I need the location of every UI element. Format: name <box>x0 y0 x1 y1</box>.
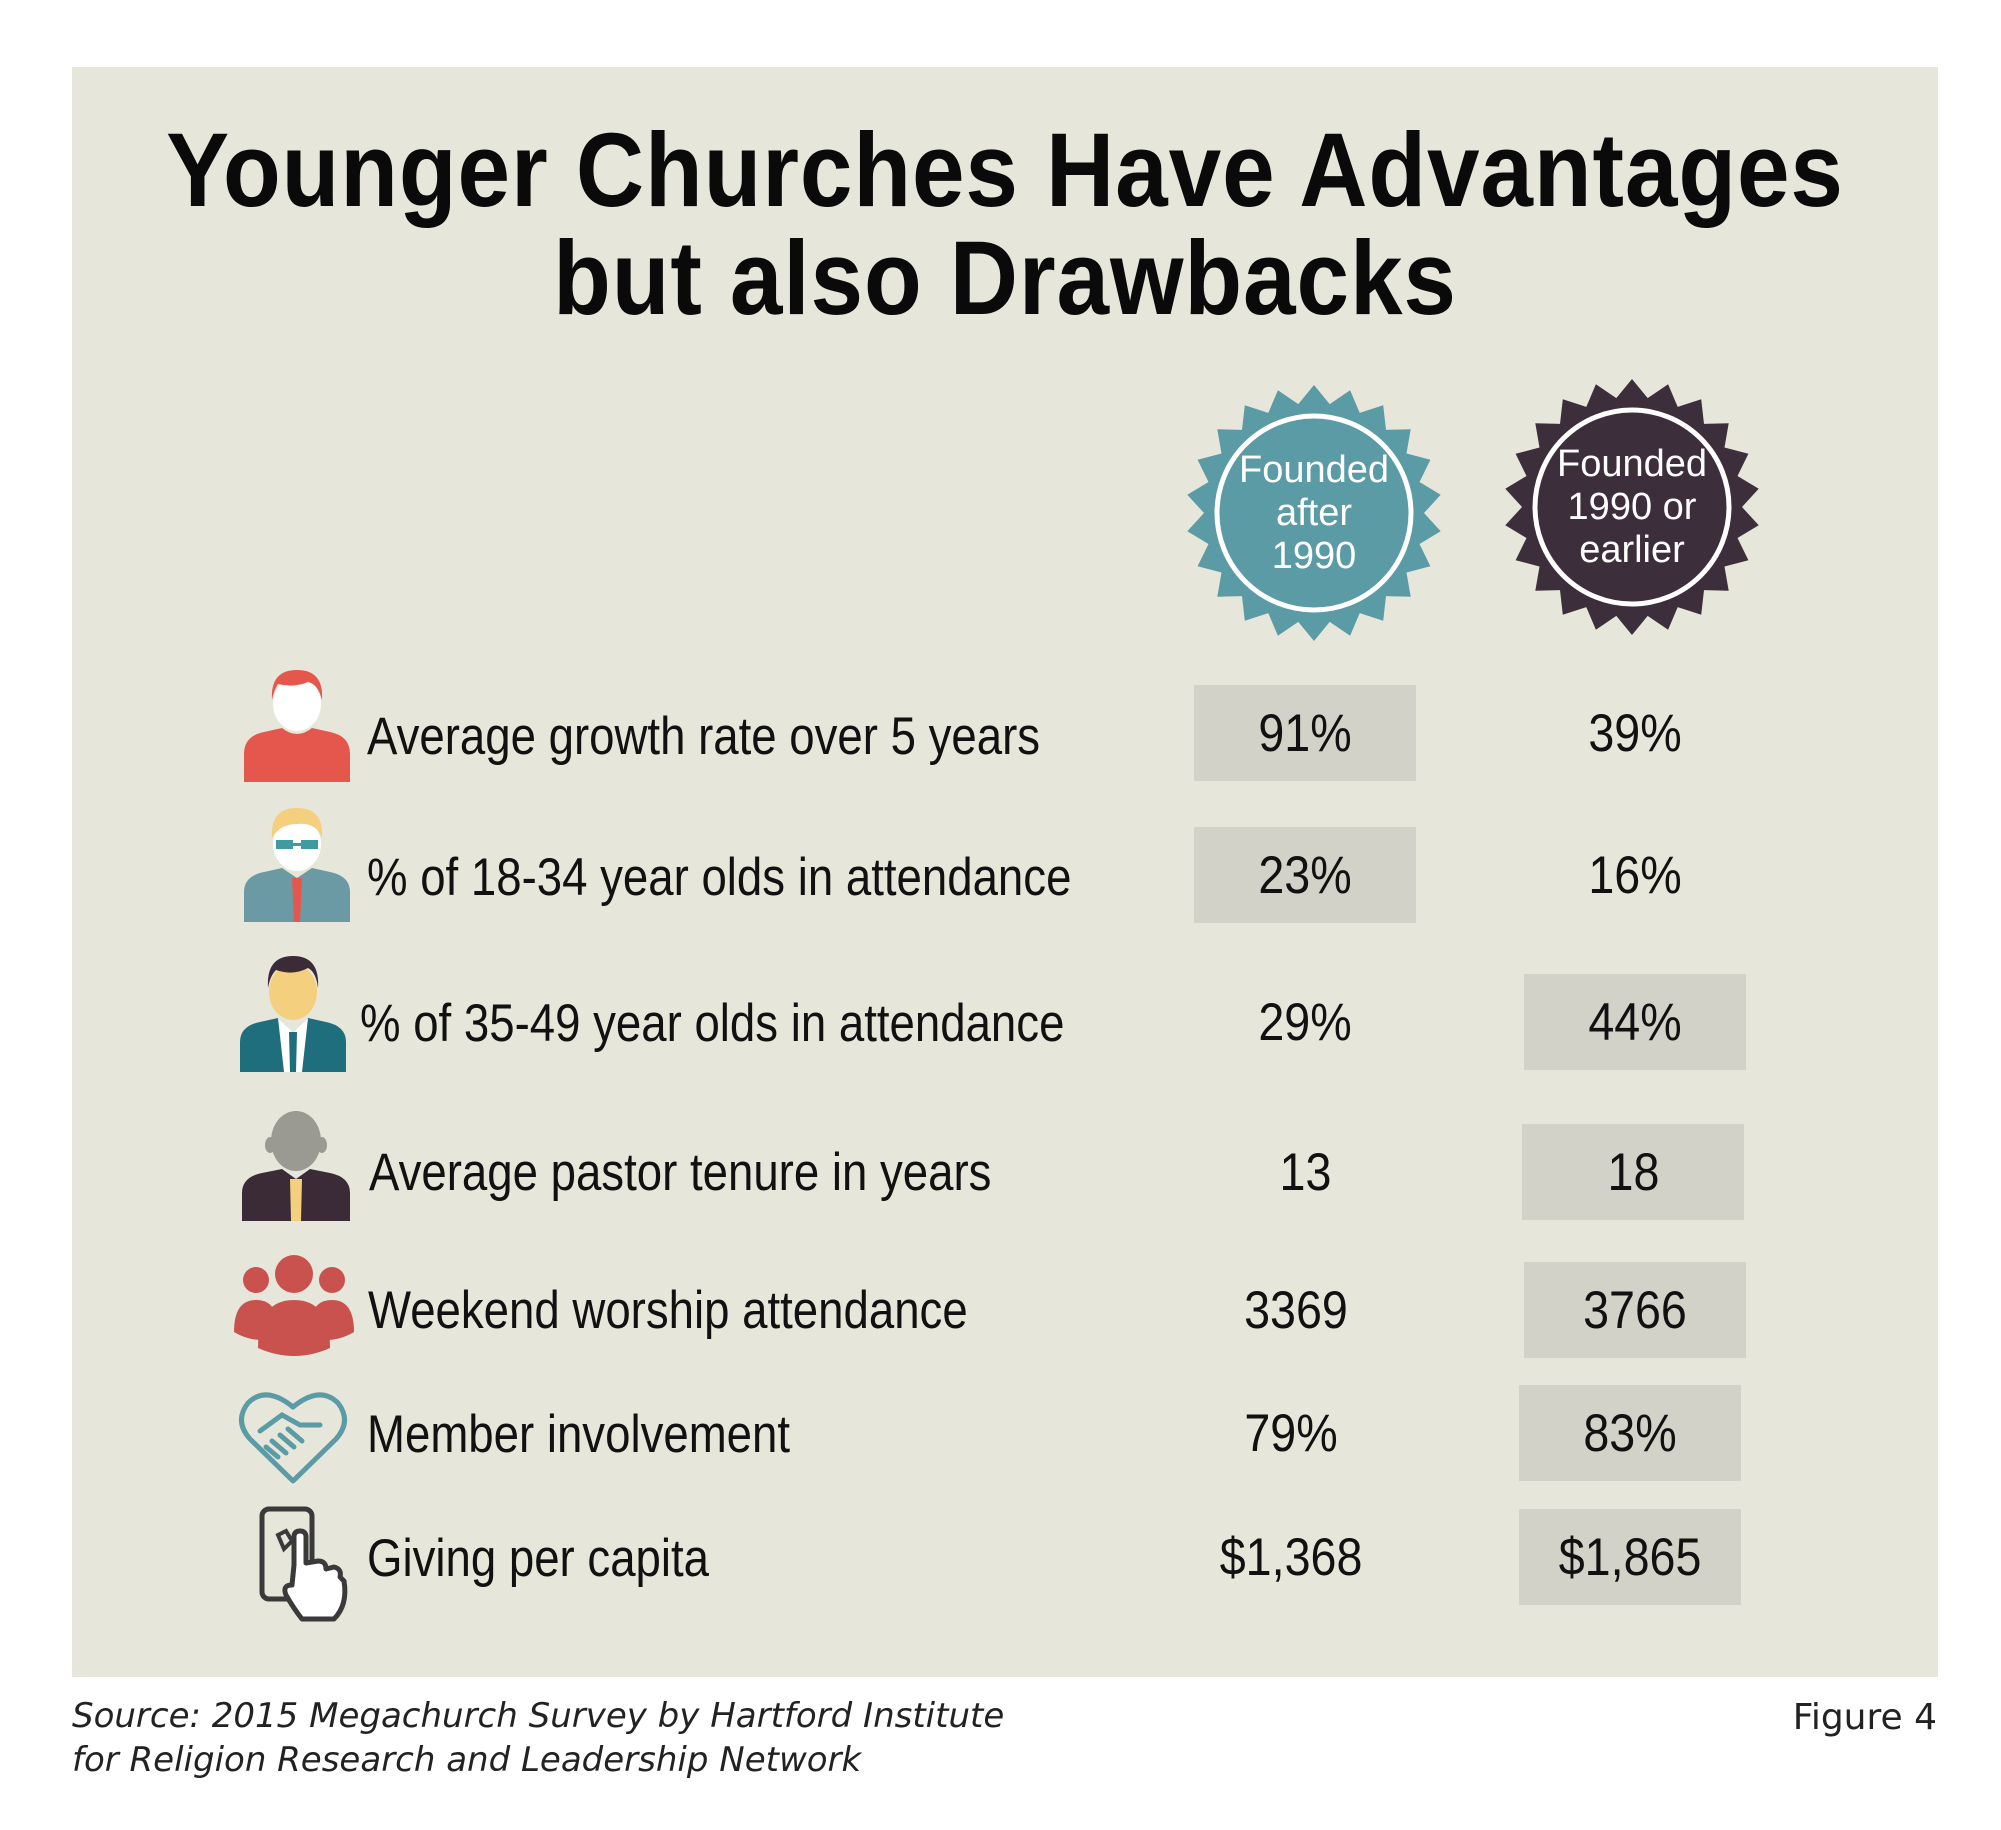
badge-line: 1990 <box>1271 534 1357 577</box>
badge-line: Founded <box>1238 448 1389 491</box>
value-1990-or-earlier: 3766 <box>1524 1262 1746 1358</box>
row-label: Giving per capita <box>367 1529 710 1588</box>
title-line-2: but also Drawbacks <box>553 220 1457 337</box>
heart-handshake-icon <box>239 1392 347 1484</box>
group-icon <box>234 1255 354 1356</box>
value-after-1990: 13 <box>1279 1142 1331 1202</box>
infographic-panel: Younger Churches Have Advantages but als… <box>72 67 1938 1677</box>
source-line-1: Source: 2015 Megachurch Survey by Hartfo… <box>72 1696 1005 1736</box>
teal-seal-icon <box>1187 385 1441 641</box>
value-1990-or-earlier: 18 <box>1522 1124 1744 1220</box>
value-after-1990: 79% <box>1244 1403 1338 1463</box>
value-after-1990: 23% <box>1194 827 1416 923</box>
red-person-icon <box>244 670 350 782</box>
row-label: Average growth rate over 5 years <box>367 707 1041 766</box>
source-note: Source: 2015 Megachurch Survey by Hartfo… <box>72 1694 1004 1782</box>
value-1990-or-earlier: $1,865 <box>1519 1509 1741 1605</box>
value-after-1990: $1,368 <box>1219 1527 1363 1587</box>
value-after-1990: 91% <box>1194 685 1416 781</box>
value-1990-or-earlier: 83% <box>1519 1385 1741 1481</box>
row-label: Average pastor tenure in years <box>369 1143 992 1202</box>
row-label: Weekend worship attendance <box>368 1281 968 1340</box>
phone-tap-icon <box>259 1506 348 1622</box>
source-line-2: for Religion Research and Leadership Net… <box>72 1740 862 1780</box>
pastor-icon <box>242 1111 350 1221</box>
title-line-1: Younger Churches Have Advantages <box>166 112 1844 229</box>
badge-line: 1990 or <box>1567 485 1697 528</box>
dark-seal-icon <box>1505 379 1759 635</box>
value-1990-or-earlier: 44% <box>1524 974 1746 1070</box>
badge-line: Founded <box>1556 442 1707 485</box>
row-label: % of 18-34 year olds in attendance <box>367 848 1072 907</box>
middle-aged-man-icon <box>240 956 346 1072</box>
badge-founded-1990-or-earlier: Founded 1990 or earlier <box>1502 377 1762 637</box>
value-after-1990: 29% <box>1258 992 1352 1052</box>
figure-label: Figure 4 <box>1792 1697 1937 1738</box>
value-1990-or-earlier: 39% <box>1588 703 1682 763</box>
badge-line: after <box>1275 491 1353 534</box>
value-1990-or-earlier: 16% <box>1588 845 1682 905</box>
row-label: Member involvement <box>367 1405 791 1464</box>
young-man-with-glasses-icon <box>244 808 350 922</box>
row-label: % of 35-49 year olds in attendance <box>360 994 1065 1053</box>
value-after-1990: 3369 <box>1244 1280 1348 1340</box>
badge-line: earlier <box>1579 528 1685 571</box>
page-title: Younger Churches Have Advantages but als… <box>165 117 1844 333</box>
badge-founded-after-1990: Founded after 1990 <box>1184 383 1444 643</box>
